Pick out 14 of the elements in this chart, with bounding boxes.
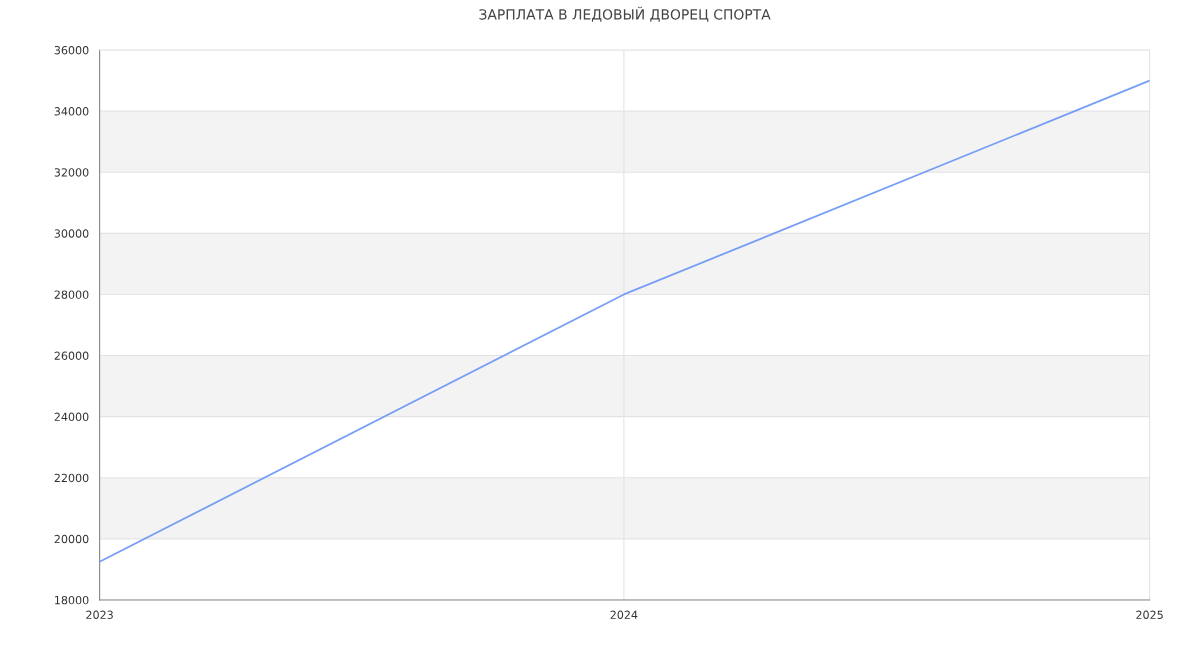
y-tick-label: 20000 [54,534,89,544]
y-tick-label: 28000 [54,290,89,299]
y-tick-label: 22000 [54,473,89,483]
y-tick-label: 30000 [54,229,89,238]
y-tick-label: 32000 [54,168,89,177]
x-tick-label: 2025 [1136,610,1163,619]
y-tick-label: 24000 [54,412,89,422]
x-tick-label: 2024 [610,610,638,619]
y-tick-label: 26000 [54,351,89,360]
y-tick-label: 36000 [54,46,89,55]
x-tick-label: 2023 [86,610,113,619]
chart-title: ЗАРПЛАТА В ЛЕДОВЫЙ ДВОРЕЦ СПОРТА [479,6,771,22]
y-tick-label: 34000 [54,107,89,116]
y-tick-label: 18000 [55,595,89,605]
